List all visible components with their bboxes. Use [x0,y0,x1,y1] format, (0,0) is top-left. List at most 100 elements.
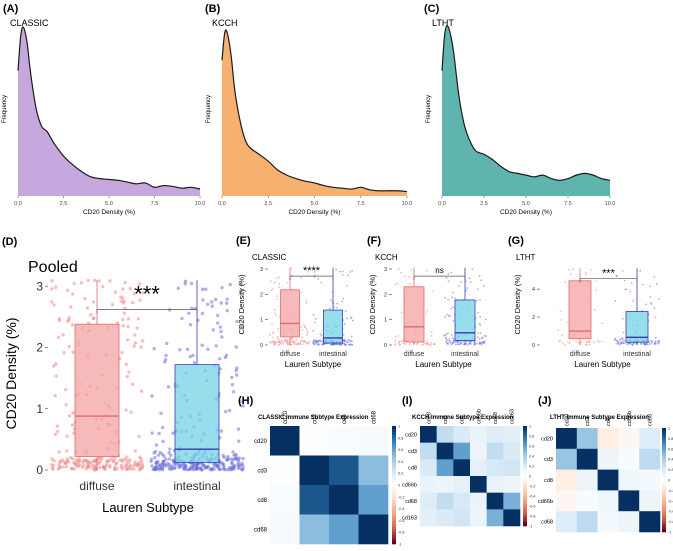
data-point [121,317,125,322]
data-point [293,343,296,346]
heatmap-cell [503,459,521,477]
data-point [133,449,137,453]
x-axis-label: Lauren Subtype [574,360,631,369]
data-point [303,339,306,342]
data-point [570,273,572,276]
data-point [169,453,173,457]
heatmap-cell [420,509,437,527]
data-point [92,278,97,283]
data-point [140,466,144,470]
legend-tick-label: -0.8 [398,531,405,535]
y-tick-label: 0 [384,343,387,349]
data-point [409,342,412,345]
legend-swatch [662,461,666,465]
legend-tick-label: 0.2 [668,468,673,472]
data-point [222,455,226,460]
heatmap-cell [358,426,389,456]
data-point [466,287,469,289]
data-point [130,300,135,305]
data-point [68,455,73,460]
data-point [277,341,280,344]
panel-title: LTHT [516,253,536,262]
data-point [57,462,61,467]
data-point [322,343,324,346]
data-point [320,334,323,337]
heatmap-cell [639,428,661,450]
data-point [277,327,279,330]
data-point [135,326,139,330]
legend-swatch [392,476,396,480]
legend-tick-label: -0.6 [529,505,536,509]
data-point [171,431,175,435]
data-point [458,284,460,287]
data-point [269,279,272,282]
data-point [180,316,184,321]
data-point [593,341,595,344]
data-point [452,320,455,322]
data-point [641,283,644,286]
data-point [64,464,69,469]
column-label: cd8 [460,415,466,424]
data-point [416,343,418,346]
data-point [166,385,171,389]
data-point [465,289,468,292]
heatmap-cell [576,448,598,470]
data-point [276,298,278,301]
data-point [584,273,587,276]
data-point [460,281,463,283]
legend-swatch [392,455,396,459]
heatmap-cell [556,469,578,491]
legend-swatch [392,446,396,450]
data-point [57,317,62,321]
data-point [216,466,221,470]
legend-tick-label: -0.2 [668,489,673,493]
data-point [645,342,648,345]
legend-swatch [523,503,527,507]
heatmap-cell [503,492,521,510]
data-point [75,464,80,469]
heatmap-cell [436,492,454,510]
data-point [239,324,244,329]
legend-swatch [662,503,666,507]
data-point [430,334,433,337]
data-point [125,464,129,468]
significance-label: **** [303,265,321,277]
panel-label: (D) [2,236,18,248]
data-point [313,266,316,269]
data-point [469,281,472,284]
data-point [69,466,73,471]
data-point [313,271,316,273]
data-point [164,457,168,461]
y-tick-label: 3 [260,267,263,273]
data-point [430,331,433,333]
data-point [626,343,629,346]
heatmap-cell [470,459,487,477]
data-point [656,283,658,285]
data-point [73,462,78,467]
y-axis-label: CD20 Density (%) [3,317,19,429]
legend-tick-label: 0.2 [398,472,403,476]
data-point [615,275,618,277]
column-label: cd20 [426,412,432,424]
data-point [219,329,223,334]
heatmap-cell [597,469,619,491]
heatmap-cell [556,428,578,450]
data-point [460,342,462,345]
data-point [219,301,223,305]
row-label: cd68 [541,520,553,526]
legend-swatch [523,436,527,439]
y-axis-label: Frequency [2,95,8,123]
data-point [269,341,272,344]
legend-swatch [523,471,527,474]
data-point [300,339,303,342]
significance-label: *** [134,281,160,306]
data-point [159,411,163,416]
data-point [585,271,587,274]
data-point [317,277,320,280]
data-point [119,295,123,299]
legend-tick-label: -1 [529,525,532,529]
data-point [295,338,298,341]
x-axis-label: Lauren Subtype [415,360,472,369]
box-panel-e: (E)CLASSIC 0 1 2 3 diffuse intestinal **** Laure… [236,235,358,369]
data-point [97,279,101,283]
